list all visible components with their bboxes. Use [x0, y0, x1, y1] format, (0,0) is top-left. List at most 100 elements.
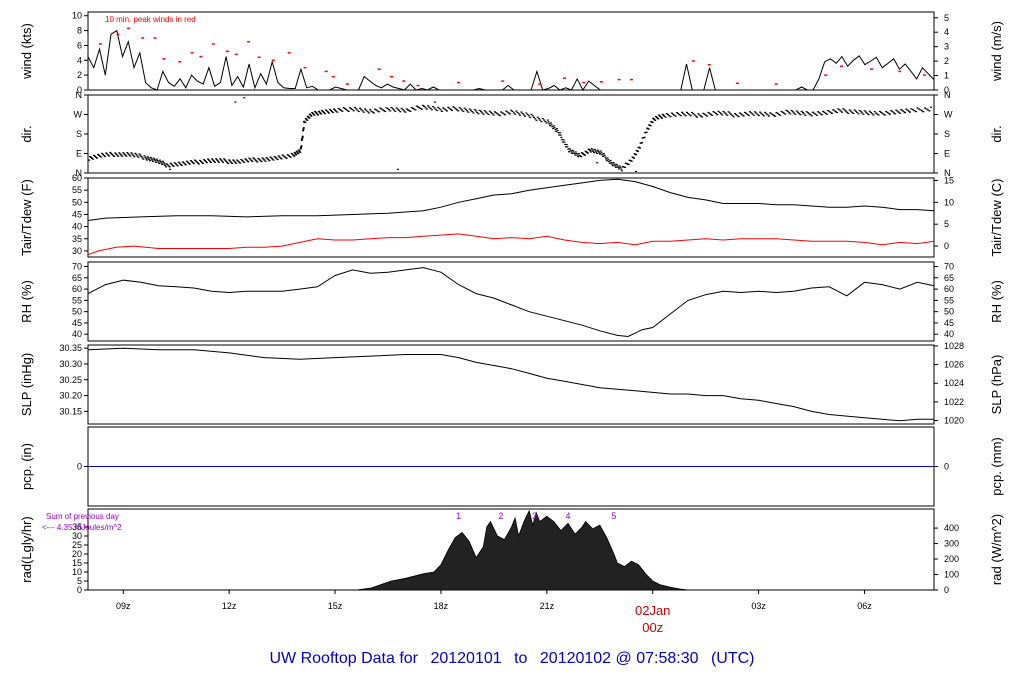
dir-point: [707, 111, 710, 114]
dir-point: [649, 125, 652, 127]
dir-point: [314, 110, 317, 113]
tdew-line: [87, 233, 935, 256]
dir-point: [765, 113, 768, 115]
dir-point: [725, 113, 728, 115]
dir-point: [575, 152, 578, 155]
dir-point: [483, 110, 486, 112]
dir-point: [119, 153, 122, 155]
dir-point: [357, 110, 360, 113]
dir-right-tick-label: S: [944, 129, 950, 139]
dir-point: [181, 161, 184, 163]
dir-point: [340, 109, 343, 111]
dir-point: [822, 110, 825, 113]
dir-point: [220, 159, 223, 161]
dir-point: [396, 108, 399, 110]
dir-point: [784, 113, 787, 115]
dir-point: [226, 161, 229, 163]
dir-point: [323, 112, 326, 115]
dir-point: [372, 112, 375, 114]
dir-point: [818, 112, 821, 114]
dir-point: [769, 112, 772, 114]
dir-point: [764, 111, 767, 114]
dir-point: [577, 153, 580, 155]
dir-point: [249, 158, 252, 160]
dir-point: [611, 163, 614, 165]
dir-point: [280, 158, 283, 160]
dir-point: [591, 149, 594, 151]
dir-point: [161, 160, 164, 162]
dir-point: [472, 112, 475, 114]
dir-point: [251, 160, 254, 163]
dir-point: [271, 158, 274, 160]
dir-point: [824, 112, 827, 114]
dir-point: [246, 160, 249, 162]
dir-point: [367, 112, 370, 114]
wind-right-tick-label: 1: [944, 71, 949, 81]
rad-right-tick-label: 400: [944, 523, 959, 533]
dir-point: [217, 160, 220, 162]
dir-point: [834, 111, 837, 113]
dir-point: [149, 156, 152, 159]
dir-point: [856, 111, 859, 114]
dir-point: [381, 109, 384, 111]
dir-point: [262, 158, 265, 160]
dir-point: [911, 109, 914, 111]
dir-point: [598, 152, 601, 154]
dir-point: [568, 151, 570, 153]
dir-point: [526, 113, 529, 116]
dir-point: [256, 161, 259, 163]
dir-point: [285, 157, 288, 160]
dir-point: [94, 155, 97, 157]
dir-point: [173, 162, 176, 164]
dir-point: [540, 121, 543, 123]
dir-point: [302, 130, 305, 132]
dir-point: [510, 109, 513, 111]
dir-point: [360, 108, 363, 111]
dir-point: [141, 157, 144, 159]
dir-point: [685, 111, 688, 113]
dir-point: [356, 109, 359, 111]
dir-point: [301, 138, 304, 140]
dir-point: [213, 160, 216, 162]
dir-point: [829, 111, 832, 114]
dir-point: [337, 107, 340, 110]
dir-point: [910, 108, 913, 110]
dir-point: [738, 112, 741, 114]
dir-point: [462, 110, 465, 113]
dir-point: [577, 156, 580, 158]
dir-point: [609, 159, 612, 162]
dir-point: [99, 155, 102, 157]
rad-left-tick-label: 35: [72, 522, 82, 532]
dir-point: [808, 113, 811, 115]
dir-point: [573, 152, 576, 155]
dir-point: [126, 152, 129, 154]
dir-point: [697, 113, 700, 115]
dir-outlier-point: [596, 162, 599, 164]
rad-left-tick-label: 10: [72, 567, 82, 577]
radiation-area: [356, 509, 689, 591]
dir-point: [240, 158, 243, 161]
dir-point: [583, 154, 586, 156]
dir-point: [538, 118, 540, 120]
rh-right-tick-label: 60: [944, 284, 954, 294]
dir-point: [411, 107, 414, 109]
dir-point: [830, 112, 833, 114]
dir-point: [633, 157, 636, 159]
dir-point: [863, 110, 866, 112]
dir-point: [116, 154, 119, 156]
rad-sum-value: <--- 4.35 MJoules/m^2: [42, 523, 122, 532]
dir-point: [805, 111, 808, 113]
temp-right-tick-label: 15: [944, 175, 954, 185]
dir-point: [286, 154, 289, 156]
dir-point: [423, 105, 426, 108]
rad-left-tick-label: 5: [77, 576, 82, 586]
dir-point: [328, 112, 330, 114]
time-tick-label: 18z: [434, 601, 449, 611]
dir-point: [886, 111, 889, 114]
dir-point: [809, 114, 812, 116]
dir-point: [711, 114, 714, 116]
dir-point: [751, 113, 754, 115]
dir-point: [321, 110, 324, 113]
dir-point: [300, 147, 303, 149]
dir-point: [210, 161, 213, 163]
